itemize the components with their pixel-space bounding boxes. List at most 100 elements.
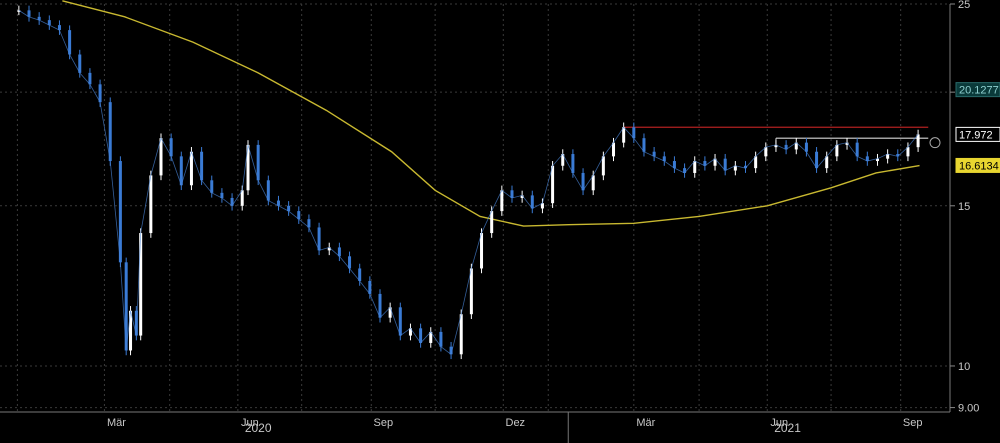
candle-body [200, 151, 204, 181]
candle-body [652, 151, 656, 157]
candle-body [459, 314, 463, 355]
candle-body [169, 138, 173, 157]
candle-body [348, 256, 352, 269]
candle-body [886, 154, 890, 159]
x-tick-label: Dez [506, 417, 526, 429]
candle-body [27, 10, 31, 17]
candle-body [520, 195, 524, 198]
candle-body [98, 84, 102, 103]
x-tick-label: Mär [107, 417, 126, 429]
candle-body [408, 328, 412, 336]
candle-body [368, 280, 372, 294]
candle-body [500, 190, 504, 212]
candle-body [865, 156, 869, 162]
price-line [18, 10, 919, 355]
candle-body [88, 72, 92, 85]
price-tag-label: 20.1277 [959, 85, 999, 97]
candle-body [561, 154, 565, 166]
price-tag-label: 17.972 [959, 129, 993, 141]
candle-body [317, 227, 321, 251]
candle-body [683, 168, 687, 173]
candle-body [845, 142, 849, 145]
candle-body [469, 268, 473, 315]
candle-body [139, 233, 143, 336]
candle-body [134, 310, 138, 336]
cursor-marker-icon [929, 137, 941, 149]
candle-body [764, 147, 768, 157]
moving-average-line [62, 0, 920, 227]
candle-body [774, 144, 778, 148]
x-tick-label: Jun [770, 417, 788, 429]
x-tick-label: Jun [241, 417, 259, 429]
candle-body [189, 151, 193, 186]
candle-body [256, 144, 260, 181]
candle-body [804, 142, 808, 152]
candle-body [378, 293, 382, 318]
candle-body [37, 16, 41, 21]
candle-body [449, 346, 453, 355]
candle-body [612, 142, 616, 157]
candle-body [429, 331, 433, 343]
candle-body [68, 30, 72, 55]
price-tag-box [955, 82, 1000, 98]
candle-body [398, 307, 402, 336]
x-tick-label: Sep [903, 417, 923, 429]
candle-body [540, 203, 544, 209]
candle-body [723, 158, 727, 171]
x-tick-label: Sep [374, 417, 394, 429]
y-tick-label: 25 [958, 0, 970, 11]
candle-body [159, 138, 163, 176]
candle-body [713, 158, 717, 166]
candle-body [896, 154, 900, 157]
candle-body [825, 156, 829, 169]
candle-body [571, 154, 575, 173]
price-tag: 16.6134 [955, 157, 1000, 173]
candle-body [108, 102, 112, 162]
candle-body [784, 144, 788, 150]
candle-body [240, 190, 244, 206]
candle-body [78, 54, 82, 73]
candle-body [662, 156, 666, 162]
candle-body [129, 310, 133, 351]
candle-body [439, 331, 443, 347]
candle-body [551, 165, 555, 204]
candle-body [419, 328, 423, 343]
y-tick-label: 10 [958, 361, 970, 373]
y-tick-label: 9.00 [958, 403, 979, 415]
candle-body [149, 175, 153, 234]
candle-body [906, 147, 910, 157]
candle-body [835, 144, 839, 157]
candle-body [388, 307, 392, 318]
candle-body [337, 247, 341, 257]
candle-body [642, 138, 646, 152]
candle-body [210, 180, 214, 193]
price-tag: 17.972 [955, 126, 1000, 142]
candle-body [601, 156, 605, 176]
candle-body [794, 142, 798, 150]
y-tick-label: 15 [958, 201, 970, 213]
candle-body [266, 180, 270, 201]
candle-body [693, 161, 697, 173]
candle-body [327, 247, 331, 251]
candle-body [220, 192, 224, 198]
candle-body [358, 268, 362, 281]
candle-body [307, 219, 311, 228]
candle-body [47, 20, 51, 26]
candle-body [672, 161, 676, 169]
candle-body [875, 158, 879, 162]
candle-body [591, 175, 595, 191]
candle-body [276, 200, 280, 206]
candle-body [124, 262, 128, 351]
price-tag-box [955, 157, 1000, 173]
year-label: 2020 [245, 421, 272, 435]
candle-body [480, 233, 484, 269]
candle-body [916, 134, 920, 148]
candle-body [287, 205, 291, 212]
candle-body [57, 25, 61, 31]
candle-body [581, 172, 585, 191]
candle-body [622, 127, 626, 143]
price-tag: 20.1277 [955, 82, 1000, 98]
candle-body [754, 156, 758, 169]
price-tag-label: 16.6134 [959, 160, 999, 172]
